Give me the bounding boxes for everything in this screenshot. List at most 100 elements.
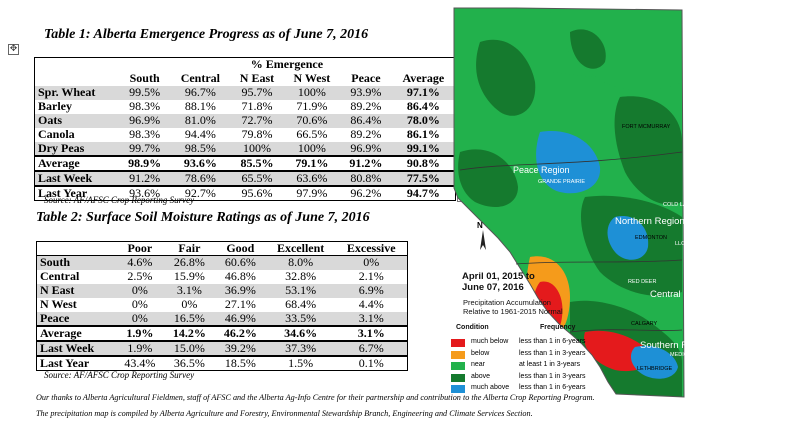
row-label: Last Year bbox=[36, 354, 116, 370]
header-blank-cell bbox=[35, 58, 119, 72]
table-group-header-row: % Emergence bbox=[35, 58, 456, 72]
table-row: Peace 0% 16.5% 46.9% 33.5% 3.1% bbox=[36, 311, 408, 326]
table-cell: 36.9% bbox=[214, 283, 266, 298]
table-cell: 86.4% bbox=[340, 113, 392, 128]
table-cell: 34.6% bbox=[265, 324, 336, 341]
column-header: Good bbox=[226, 241, 255, 255]
header-blank-cell bbox=[37, 242, 116, 256]
table-cell: 97.9% bbox=[283, 184, 341, 200]
table-row: Canola 98.3% 94.4% 79.8% 66.5% 89.2% 86.1% bbox=[35, 128, 456, 142]
peace-region-label: Peace Region bbox=[513, 165, 570, 175]
table-cell: 3.1% bbox=[335, 324, 408, 341]
row-label: Central bbox=[40, 269, 80, 283]
legend-condition: near bbox=[471, 361, 486, 368]
table-cell: 18.5% bbox=[214, 354, 266, 370]
table-cell: 91.2% bbox=[340, 154, 392, 171]
table-cell: 96.2% bbox=[340, 184, 392, 200]
table-cell: 100% bbox=[283, 85, 341, 100]
table-cell: 89.2% bbox=[350, 127, 382, 141]
column-header: South bbox=[129, 71, 160, 85]
table-cell: 86.1% bbox=[406, 127, 440, 141]
row-label: South bbox=[36, 255, 116, 270]
legend-swatch bbox=[451, 373, 465, 382]
table-cell: 2.1% bbox=[358, 269, 384, 283]
table-cell: 63.6% bbox=[283, 169, 341, 186]
footnote-thanks: Our thanks to Alberta Agricultural Field… bbox=[36, 393, 595, 402]
table-cell: 0% bbox=[115, 311, 164, 326]
city-calgary: CALGARY bbox=[631, 321, 658, 327]
table-cell: 46.8% bbox=[224, 269, 256, 283]
table-cell: 79.1% bbox=[283, 154, 341, 171]
table-move-handle[interactable]: ✥ bbox=[8, 44, 19, 55]
city-fort-mcmurray: FORT MCMURRAY bbox=[622, 124, 671, 130]
group-header: % Emergence bbox=[250, 57, 324, 72]
table-cell: 93.6% bbox=[118, 184, 171, 200]
table-cell: 77.5% bbox=[391, 169, 456, 186]
alberta-outline bbox=[453, 7, 685, 398]
table-cell: 98.3% bbox=[129, 99, 161, 113]
city-edmonton: EDMONTON bbox=[635, 235, 667, 241]
table-cell: 36.5% bbox=[163, 354, 215, 370]
legend-frequency: less than 1 in 3-years bbox=[519, 372, 586, 380]
table-cell: 32.8% bbox=[285, 269, 317, 283]
legend-frequency: less than 1 in 3-years bbox=[519, 349, 586, 357]
column-header: N East bbox=[239, 71, 275, 85]
table-cell: 71.9% bbox=[296, 99, 328, 113]
table-cell: 65.5% bbox=[230, 169, 284, 186]
table-cell: 39.2% bbox=[214, 339, 266, 356]
column-header: Excellent bbox=[276, 241, 325, 255]
table-cell: 92.7% bbox=[170, 184, 231, 200]
table-header-row: Poor Fair Good Excellent Excessive bbox=[36, 241, 408, 256]
table-cell: 0% bbox=[335, 255, 408, 270]
table-row: Oats 96.9% 81.0% 72.7% 70.6% 86.4% 78.0% bbox=[34, 113, 456, 128]
map-ne-much-above bbox=[607, 216, 649, 260]
row-label: Average bbox=[34, 154, 119, 171]
north-arrow bbox=[480, 230, 486, 250]
header-blank-cell bbox=[35, 72, 119, 86]
table-cell: 46.2% bbox=[214, 324, 266, 341]
column-header: Central bbox=[180, 71, 221, 85]
table-cell: 14.2% bbox=[163, 324, 215, 341]
table-cell: 94.4% bbox=[184, 127, 216, 141]
column-header: N West bbox=[293, 71, 331, 85]
table-cell: 96.9% bbox=[340, 141, 392, 156]
southern-region-boundary bbox=[569, 329, 683, 333]
legend-swatch bbox=[451, 339, 465, 347]
table-cell: 88.1% bbox=[184, 99, 216, 113]
map-title-line1: April 01, 2015 to bbox=[462, 271, 535, 282]
table-row: Average 1.9% 14.2% 46.2% 34.6% 3.1% bbox=[36, 324, 408, 341]
table-row: South 4.6% 26.8% 60.6% 8.0% 0% bbox=[36, 255, 408, 270]
column-header: Average bbox=[402, 71, 445, 85]
table-cell: 99.7% bbox=[118, 141, 171, 156]
map-south-much-above bbox=[630, 345, 678, 379]
row-label: Dry Peas bbox=[34, 141, 119, 156]
city-lloydminster: LLOYDMINSTER bbox=[675, 241, 718, 247]
city-cold-lake: COLD LAKE bbox=[663, 202, 694, 208]
legend-condition: much below bbox=[471, 338, 509, 345]
table-cell: 93.6% bbox=[170, 154, 231, 171]
map-north-above-1 bbox=[570, 29, 606, 69]
table-cell: 37.3% bbox=[265, 339, 336, 356]
table-cell: 78.6% bbox=[170, 169, 231, 186]
legend-frequency: less than 1 in 6-years bbox=[519, 384, 586, 391]
city-lethbridge: LETHBRIDGE bbox=[637, 366, 673, 372]
legend-frequency-header: Frequency bbox=[540, 324, 576, 331]
table-cell: 33.5% bbox=[265, 311, 336, 326]
table1-source: Source: AF/AFSC Crop Reporting Survey bbox=[44, 195, 195, 205]
table-cell: 99.5% bbox=[118, 85, 171, 100]
table-cell: 46.9% bbox=[214, 311, 266, 326]
legend-condition-header: Condition bbox=[456, 324, 489, 331]
table2-source: Source: AF/AFSC Crop Reporting Survey bbox=[44, 370, 195, 380]
table-cell: 1.9% bbox=[115, 339, 164, 356]
table-cell: 90.8% bbox=[391, 154, 456, 171]
map-east-above bbox=[614, 96, 682, 205]
table-cell: 80.8% bbox=[340, 169, 392, 186]
table-cell: 85.5% bbox=[230, 154, 284, 171]
table-cell: 68.4% bbox=[285, 297, 317, 311]
map-north-much-above bbox=[536, 131, 601, 194]
row-label: Spr. Wheat bbox=[34, 85, 119, 100]
legend-swatch bbox=[451, 385, 465, 393]
southern-region-label: Southern Region bbox=[640, 340, 712, 351]
table-cell: 3.1% bbox=[335, 311, 408, 326]
table-cell: 81.0% bbox=[170, 113, 231, 128]
